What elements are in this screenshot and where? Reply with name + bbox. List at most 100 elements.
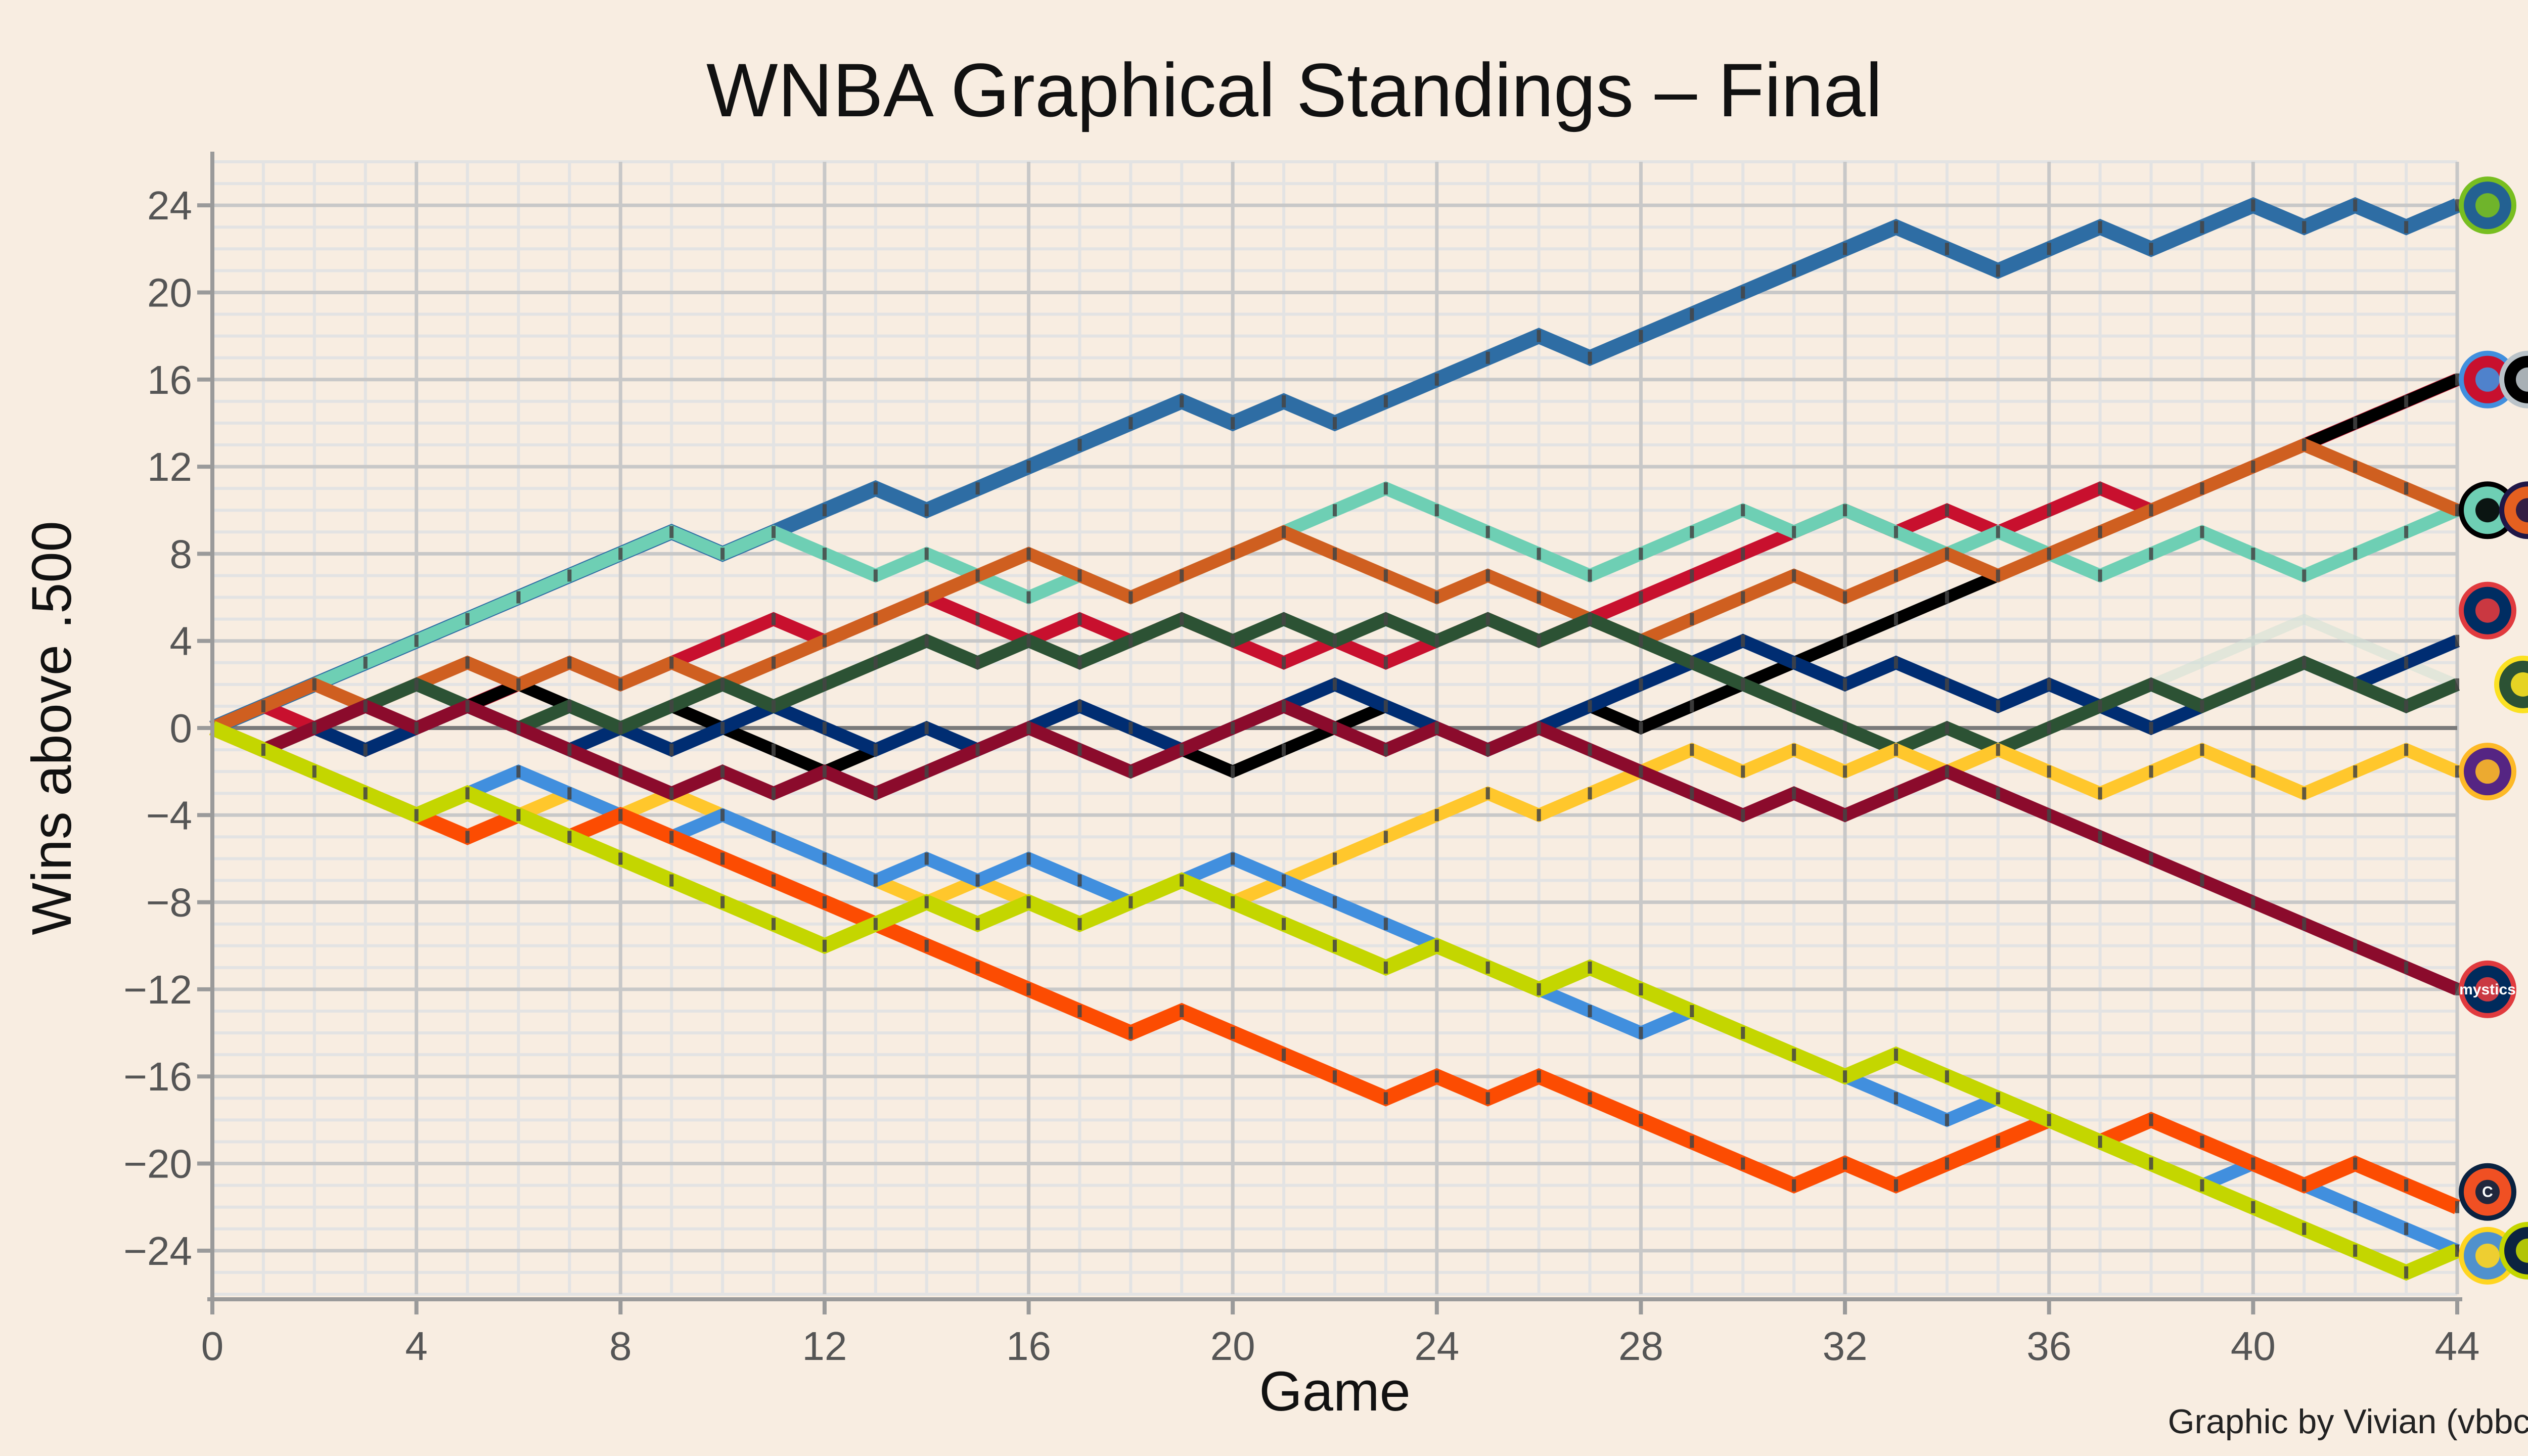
game-marker-phoenix (465, 656, 470, 669)
game-marker-connecticut (1894, 1179, 1898, 1192)
game-marker-connecticut (1996, 1135, 2000, 1148)
game-marker-phoenix (2251, 461, 2255, 473)
game-marker-washington (1588, 744, 1592, 756)
game-marker-atlanta (1741, 548, 1745, 560)
y-tick-label: −12 (123, 967, 192, 1012)
game-marker-washington (2353, 939, 2358, 952)
game-marker-minnesota (822, 504, 827, 517)
game-marker-dallas (312, 765, 317, 778)
game-marker-seattle (669, 700, 674, 712)
game-marker-atlanta (975, 613, 980, 625)
y-tick-label: −8 (146, 880, 192, 925)
game-marker-dallas (720, 896, 725, 908)
game-marker-las-vegas (1843, 634, 1847, 647)
game-marker-chicago (1333, 896, 1337, 908)
game-marker-dallas (2251, 1201, 2255, 1213)
logo-circle-dallas (2499, 1221, 2528, 1280)
game-marker-seattle (2200, 700, 2204, 712)
game-marker-washington (465, 700, 470, 712)
logo-mark-las-vegas (2516, 367, 2528, 392)
game-marker-new-york (363, 656, 368, 669)
game-marker-los-angeles (2353, 765, 2358, 778)
game-marker-new-york (2098, 569, 2102, 582)
game-marker-phoenix (2455, 504, 2459, 517)
game-marker-los-angeles (1588, 787, 1592, 800)
game-marker-washington (1996, 787, 2000, 800)
x-tick-label: 0 (201, 1324, 224, 1369)
game-marker-washington (312, 722, 317, 734)
game-marker-dallas (567, 831, 572, 843)
chart-title: WNBA Graphical Standings – Final (706, 48, 1882, 132)
game-marker-dallas (1639, 983, 1643, 995)
game-marker-chicago (1588, 1005, 1592, 1017)
game-marker-washington (2047, 809, 2051, 822)
game-marker-seattle (1231, 634, 1235, 647)
game-marker-connecticut (822, 896, 827, 908)
game-marker-los-angeles (2149, 765, 2153, 778)
game-marker-washington (2200, 874, 2204, 887)
game-marker-washington (1639, 765, 1643, 778)
game-marker-minnesota (2455, 199, 2459, 212)
game-marker-minnesota (1945, 243, 1949, 255)
game-marker-new-york (2200, 526, 2204, 538)
game-marker-phoenix (1231, 548, 1235, 560)
y-tick-label: 12 (147, 444, 192, 489)
game-marker-connecticut (2149, 1114, 2153, 1126)
game-marker-new-york (2353, 548, 2358, 560)
game-marker-seattle (975, 656, 980, 669)
game-marker-new-york (1485, 526, 1490, 538)
x-tick-label: 16 (1006, 1324, 1051, 1369)
game-marker-connecticut (720, 852, 725, 865)
game-marker-indiana (669, 744, 674, 756)
game-marker-phoenix (618, 678, 623, 691)
game-marker-phoenix (669, 656, 674, 669)
game-marker-los-angeles (2098, 787, 2102, 800)
game-marker-phoenix (1180, 569, 1184, 582)
team-logo-new-york (2459, 481, 2516, 539)
game-marker-atlanta (1945, 504, 1949, 517)
logo-circle-phoenix (2499, 481, 2528, 539)
x-tick-label: 40 (2231, 1324, 2276, 1369)
game-marker-minnesota (1180, 395, 1184, 407)
logo-mark-washington (2475, 977, 2500, 1002)
game-marker-indiana (822, 722, 827, 734)
game-marker-washington (1485, 744, 1490, 756)
game-marker-washington (1231, 722, 1235, 734)
game-marker-connecticut (2455, 1201, 2459, 1213)
game-marker-dallas (1690, 1005, 1694, 1017)
game-marker-seattle (1639, 634, 1643, 647)
team-logo-washington: mystics (2459, 960, 2516, 1018)
game-marker-indiana (2455, 634, 2459, 647)
game-marker-minnesota (1639, 330, 1643, 342)
y-tick-label: −20 (123, 1142, 192, 1187)
game-marker-connecticut (2200, 1135, 2204, 1148)
game-marker-washington (363, 700, 368, 712)
game-marker-seattle (1333, 634, 1337, 647)
game-marker-dallas (2404, 1266, 2409, 1279)
game-marker-connecticut (1639, 1114, 1643, 1126)
game-marker-los-angeles (2455, 765, 2459, 778)
game-marker-indiana (1792, 656, 1796, 669)
game-marker-dallas (1894, 1049, 1898, 1061)
game-marker-minnesota (1843, 243, 1847, 255)
game-marker-phoenix (2098, 526, 2102, 538)
logo-mark-connecticut (2475, 1179, 2500, 1204)
game-marker-chicago (822, 852, 827, 865)
game-marker-connecticut (1690, 1135, 1694, 1148)
game-marker-las-vegas (1690, 700, 1694, 712)
team-logo-dallas (2499, 1221, 2528, 1280)
game-marker-dallas (1945, 1070, 1949, 1083)
x-tick-label: 28 (1618, 1324, 1663, 1369)
game-marker-dallas (1333, 939, 1337, 952)
game-marker-minnesota (2200, 221, 2204, 234)
game-marker-atlanta (772, 613, 776, 625)
game-marker-minnesota (2353, 199, 2358, 212)
game-marker-connecticut (618, 809, 623, 822)
game-marker-minnesota (1485, 351, 1490, 364)
game-marker-dallas (1282, 918, 1286, 930)
game-marker-los-angeles (2047, 765, 2051, 778)
game-marker-new-york (1588, 569, 1592, 582)
x-tick-label: 24 (1414, 1324, 1459, 1369)
game-marker-washington (2251, 896, 2255, 908)
